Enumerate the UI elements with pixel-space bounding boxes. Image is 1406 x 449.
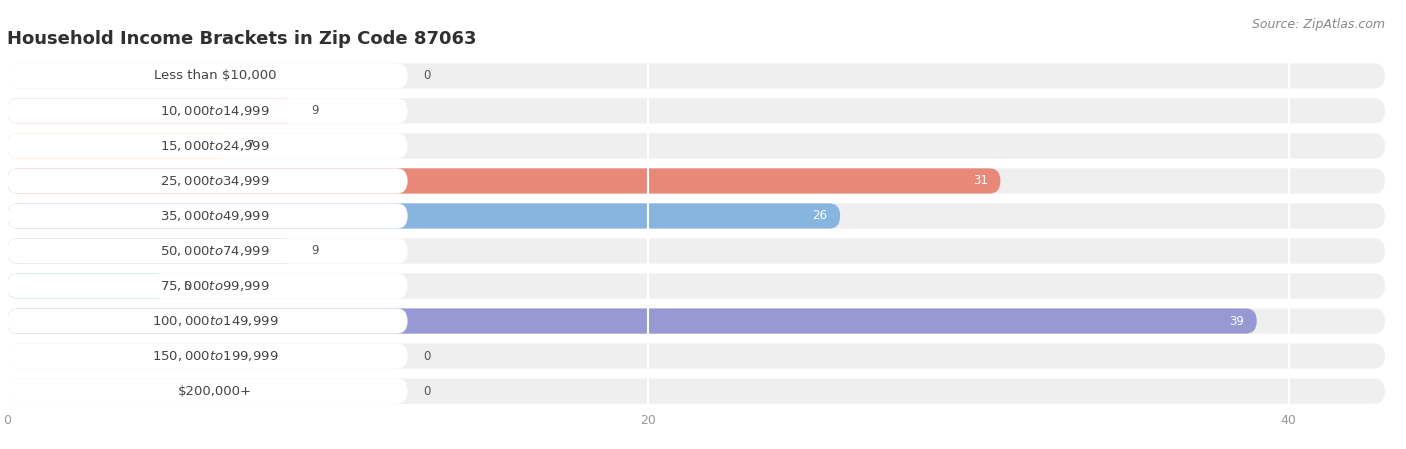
Text: 0: 0 [423,350,432,362]
Text: Less than $10,000: Less than $10,000 [155,70,277,82]
Text: 31: 31 [973,175,987,187]
Text: $15,000 to $24,999: $15,000 to $24,999 [160,139,270,153]
Text: 0: 0 [423,385,432,397]
FancyBboxPatch shape [7,98,295,123]
FancyBboxPatch shape [7,308,1257,334]
Text: $25,000 to $34,999: $25,000 to $34,999 [160,174,270,188]
FancyBboxPatch shape [7,63,408,88]
Text: Source: ZipAtlas.com: Source: ZipAtlas.com [1251,18,1385,31]
FancyBboxPatch shape [7,273,1385,299]
FancyBboxPatch shape [7,343,408,369]
FancyBboxPatch shape [7,168,1001,194]
FancyBboxPatch shape [7,273,408,299]
FancyBboxPatch shape [7,168,408,194]
FancyBboxPatch shape [7,308,1385,334]
FancyBboxPatch shape [7,203,408,229]
Text: 5: 5 [183,280,191,292]
Text: $100,000 to $149,999: $100,000 to $149,999 [152,314,278,328]
FancyBboxPatch shape [7,379,408,404]
FancyBboxPatch shape [7,98,408,123]
Text: Household Income Brackets in Zip Code 87063: Household Income Brackets in Zip Code 87… [7,31,477,48]
Text: $50,000 to $74,999: $50,000 to $74,999 [160,244,270,258]
FancyBboxPatch shape [7,379,1385,404]
Text: 9: 9 [312,105,319,117]
FancyBboxPatch shape [7,63,1385,88]
Text: 9: 9 [312,245,319,257]
FancyBboxPatch shape [7,238,1385,264]
Text: $75,000 to $99,999: $75,000 to $99,999 [160,279,270,293]
FancyBboxPatch shape [7,343,1385,369]
FancyBboxPatch shape [7,238,295,264]
FancyBboxPatch shape [7,98,1385,123]
Text: $10,000 to $14,999: $10,000 to $14,999 [160,104,270,118]
Text: $150,000 to $199,999: $150,000 to $199,999 [152,349,278,363]
Text: $200,000+: $200,000+ [179,385,252,397]
Text: 7: 7 [247,140,254,152]
Text: 0: 0 [423,70,432,82]
FancyBboxPatch shape [7,273,167,299]
FancyBboxPatch shape [7,133,1385,158]
FancyBboxPatch shape [7,203,1385,229]
Text: 39: 39 [1229,315,1244,327]
FancyBboxPatch shape [7,168,1385,194]
FancyBboxPatch shape [7,203,841,229]
FancyBboxPatch shape [7,308,408,334]
FancyBboxPatch shape [7,133,408,158]
FancyBboxPatch shape [7,238,408,264]
FancyBboxPatch shape [7,133,232,158]
Text: 26: 26 [813,210,827,222]
Text: $35,000 to $49,999: $35,000 to $49,999 [160,209,270,223]
